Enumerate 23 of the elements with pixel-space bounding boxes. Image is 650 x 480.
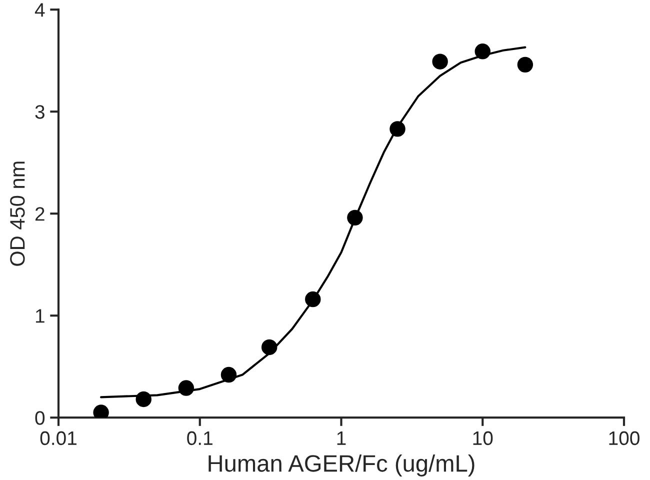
point [93, 404, 109, 418]
y-tick-label: 3 [35, 105, 44, 119]
point [432, 54, 448, 70]
y-tick-label: 4 [34, 3, 45, 17]
x-tick-label: 0.1 [187, 431, 212, 446]
x-tick-label: 0.01 [40, 431, 76, 446]
y-tick-label: 1 [36, 309, 44, 323]
x-axis-title: Human AGER/Fc (ug/mL) [208, 454, 474, 476]
point [178, 380, 194, 396]
y-tick-label: 0 [35, 411, 45, 425]
point [305, 291, 321, 308]
y-axis-title: OD 450 nm [10, 162, 25, 266]
y-tick-label: 2 [35, 207, 44, 221]
point [347, 210, 363, 226]
point [390, 121, 406, 137]
x-tick-label: 1 [337, 432, 346, 445]
point [220, 366, 237, 383]
x-tick-label: 10 [473, 431, 493, 446]
point [261, 339, 278, 356]
x-tick-label: 100 [609, 431, 640, 446]
point [136, 391, 152, 408]
point [517, 56, 534, 73]
point [474, 44, 490, 60]
